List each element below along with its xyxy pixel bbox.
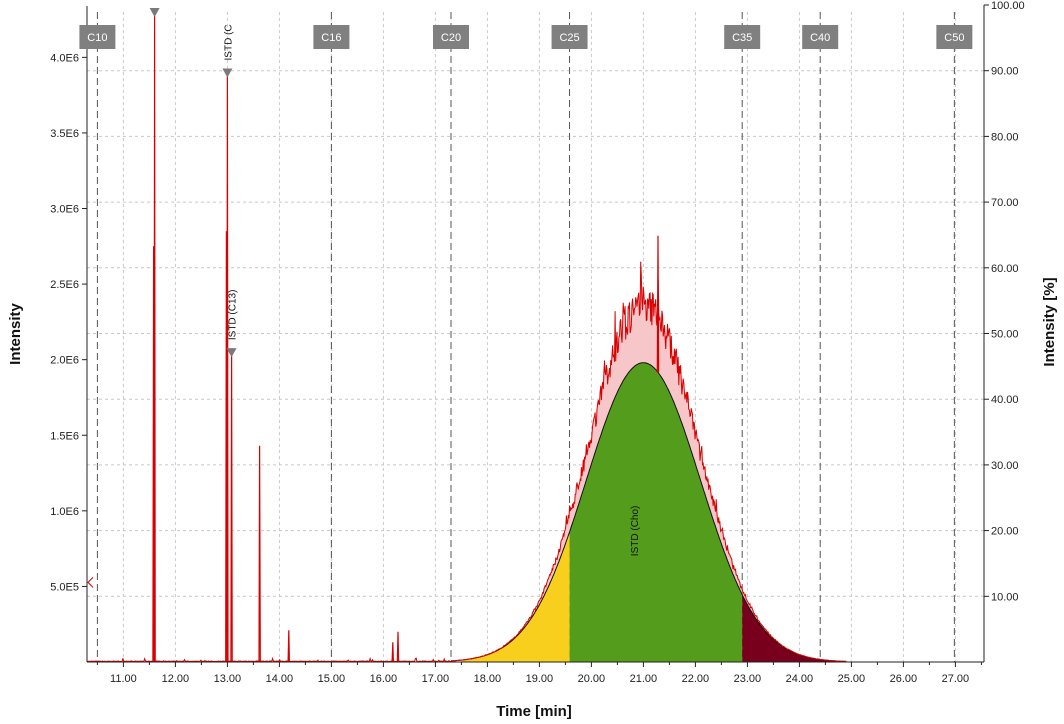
peak-annotations: ISTD (C ISTD (C13) ISTD (Cho) [149,8,641,557]
peak [396,631,400,662]
retention-marker-box [79,25,116,49]
peak-annotation: ISTD (C13) [228,290,239,341]
y-left-tick-label: 1.5E6 [50,430,79,442]
baseline-hump-outline [450,362,847,662]
x-tick-label: 21.00 [630,673,658,685]
retention-marker-box [433,25,469,49]
signal-baseline [86,656,451,663]
y-left-tick-label: 2.5E6 [50,279,79,291]
x-tick-label: 16.00 [370,673,398,685]
y-right-tick-label: 10.00 [991,591,1019,603]
peak [656,235,660,373]
integration-region-2 [569,362,743,662]
retention-marker-label: C16 [321,32,341,44]
x-tick-label: 14.00 [266,673,294,685]
peak [391,642,394,662]
retention-marker-label: C35 [732,32,752,44]
retention-marker-label: C10 [87,32,107,44]
y-left-tick-label: 4.0E6 [50,52,79,64]
y-right-tick-label: 40.00 [991,394,1019,406]
peak [230,352,233,662]
peak [287,630,290,662]
y-right-tick-label: 70.00 [991,197,1019,209]
y-right-tick-label: 80.00 [991,131,1019,143]
retention-marker-label: C50 [944,32,964,44]
x-tick-label: 12.00 [162,673,190,685]
y-left-tick-label: 3.5E6 [50,128,79,140]
x-tick-label: 25.00 [838,673,866,685]
retention-marker-labels: C10 C16 C20 C25 C35 C40 C50 [79,25,973,49]
x-tick-label: 20.00 [578,673,606,685]
retention-marker-box [313,25,350,49]
retention-marker-box [802,25,839,49]
x-tick-label: 15.00 [318,673,346,685]
y-right-tick-label: 50.00 [991,329,1019,341]
y-right-tick-label: 60.00 [991,263,1019,275]
x-tick-label: 22.00 [682,673,710,685]
x-tick-label: 11.00 [110,673,137,685]
integration-region-3 [742,594,841,662]
x-tick-label: 19.00 [526,673,554,685]
x-tick-label: 24.00 [786,673,814,685]
y-left-tick-label: 1.0E6 [50,506,79,518]
x-tick-label: 27.00 [942,673,970,685]
x-axis-title: Time [min] [496,703,572,720]
retention-marker-box [724,25,761,49]
peak-marker-icon [226,348,237,358]
y-axis-title-left: Intensity [7,303,24,365]
retention-marker-lines [96,12,955,662]
y-right-tick-label: 100.00 [991,0,1025,12]
integration-region-1 [461,531,570,662]
retention-marker-box [936,25,973,49]
peak-annotation: ISTD (Cho) [630,506,641,557]
retention-marker-label: C20 [441,32,461,44]
y-left-tick-label: 5.0E5 [50,581,79,593]
y-right-tick-label: 90.00 [991,66,1019,78]
peak [152,246,155,662]
retention-marker-label: C40 [810,32,830,44]
area-fills [450,261,847,662]
y-left-tick-label: 3.0E6 [50,204,79,216]
peak [226,72,229,662]
y-axis-title-right: Intensity [%] [1041,277,1058,366]
peak-marker-icon [222,68,233,78]
y-right-tick-label: 20.00 [991,526,1019,538]
y-right-tick-label: 30.00 [991,460,1019,472]
x-tick-label: 23.00 [734,673,762,685]
peak-annotation: ISTD (C [223,24,234,60]
y-left-tick-label: 2.0E6 [50,355,79,367]
excess-area [451,261,846,662]
axes: 11.00 12.00 13.00 14.00 15.00 16.00 17.00 18.00… [50,0,1024,685]
x-tick-label: 18.00 [474,673,502,685]
x-tick-label: 26.00 [890,673,918,685]
peak-marker-icon [149,8,160,17]
retention-marker-label: C25 [559,32,579,44]
x-tick-label: 17.00 [422,673,450,685]
peak [258,445,261,662]
left-edge-caret-icon [87,576,94,588]
signal-hump-trace [451,261,847,662]
retention-marker-box [551,25,588,49]
x-tick-label: 13.00 [214,673,242,685]
